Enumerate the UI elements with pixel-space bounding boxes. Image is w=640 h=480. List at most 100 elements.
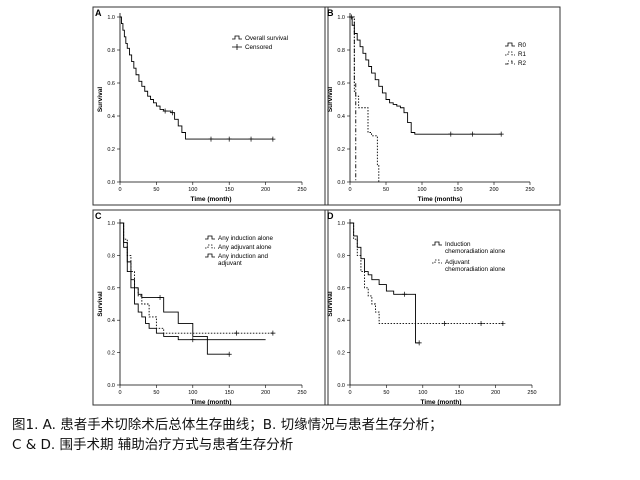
- x-tick-label: 50: [153, 187, 159, 193]
- x-tick-label: 200: [261, 187, 270, 193]
- x-tick-label: 200: [489, 187, 498, 193]
- censored-mark: [348, 14, 354, 20]
- legend-swatch: [205, 244, 215, 249]
- survival-curve-2: [350, 222, 503, 324]
- legend-label: R2: [518, 60, 527, 67]
- censored-mark: [500, 320, 506, 326]
- panel-a: A 0.0 0.2 0.4 0.6 0.8 1.0 0 50 100 150 200 250 Time (…: [92, 6, 329, 206]
- legend-label: R1: [518, 51, 527, 58]
- caption-line-1: 图1. A. 患者手术切除术后总体生存曲线；B. 切缘情况与患者生存分析；: [12, 417, 443, 433]
- y-tick-label: 1.0: [107, 15, 115, 21]
- y-tick-label: 0.2: [107, 147, 115, 153]
- legend-swatch: [205, 253, 215, 258]
- y-tick-label: 1.0: [107, 221, 115, 227]
- y-tick-label: 0.4: [107, 114, 115, 120]
- y-axis-label: Survival: [327, 87, 334, 112]
- legend-label: Any adjuvant alone: [218, 244, 272, 251]
- y-tick-label: 0.8: [337, 48, 345, 54]
- y-tick-label: 0.8: [107, 253, 115, 259]
- x-tick-label: 100: [418, 390, 427, 396]
- caption-line-2: C & D. 围手术期 辅助治疗方式与患者生存分析: [12, 437, 294, 453]
- y-tick-label: 0.0: [337, 180, 345, 186]
- y-tick-label: 0.4: [337, 318, 345, 324]
- legend-label: R0: [518, 42, 527, 49]
- legend-swatch: [505, 42, 515, 47]
- y-tick-label: 0.6: [337, 286, 345, 292]
- censored-mark: [190, 337, 196, 343]
- legend-swatch-censored: [232, 44, 242, 50]
- survival-curve-1: [350, 222, 420, 344]
- survival-curve-3: [350, 16, 357, 182]
- censored-mark: [478, 320, 484, 326]
- y-tick-label: 1.0: [337, 221, 345, 227]
- x-tick-label: 100: [417, 187, 426, 193]
- survival-curve-1: [120, 222, 230, 355]
- x-tick-label: 250: [297, 390, 306, 396]
- y-tick-label: 0.6: [107, 286, 115, 292]
- x-axis-label: Time (month): [190, 399, 231, 406]
- y-tick-label: 0.8: [107, 48, 115, 54]
- legend-swatch: [432, 259, 442, 264]
- x-tick-label: 200: [491, 390, 500, 396]
- y-tick-label: 0.4: [337, 114, 345, 120]
- panel-letter: A: [95, 8, 102, 18]
- survival-curve-2: [350, 16, 380, 182]
- y-tick-label: 0.2: [337, 147, 345, 153]
- censored-mark: [402, 291, 408, 297]
- y-axis-label: Survival: [97, 87, 104, 112]
- censored-mark: [208, 136, 214, 142]
- x-tick-label: 0: [118, 187, 121, 193]
- y-tick-label: 1.0: [337, 15, 345, 21]
- censored-mark: [442, 320, 448, 326]
- y-tick-label: 0.2: [107, 351, 115, 357]
- y-tick-label: 0.2: [337, 351, 345, 357]
- y-tick-label: 0.0: [107, 180, 115, 186]
- y-tick-label: 0.6: [107, 81, 115, 87]
- panel-frame: [92, 6, 329, 206]
- panel-frame: [324, 6, 561, 206]
- x-tick-label: 50: [153, 390, 159, 396]
- censored-mark: [169, 110, 175, 116]
- panel-frame: [324, 209, 561, 406]
- y-axis-label: Survival: [327, 291, 334, 316]
- legend-label: Induction chemoradiation alone: [445, 241, 506, 255]
- x-tick-label: 0: [118, 390, 121, 396]
- x-tick-label: 150: [225, 390, 234, 396]
- censored-mark: [498, 131, 504, 137]
- panel-letter: C: [95, 211, 102, 221]
- legend-label: Any induction and adjuvant: [218, 253, 269, 267]
- figure-caption: 图1. A. 患者手术切除术后总体生存曲线；B. 切缘情况与患者生存分析； C …: [12, 415, 632, 455]
- censored-mark: [226, 136, 232, 142]
- censored-mark: [270, 330, 276, 336]
- x-axis-label: Time (months): [418, 196, 463, 203]
- legend-swatch: [432, 241, 442, 246]
- x-tick-label: 100: [188, 390, 197, 396]
- censored-mark: [162, 108, 168, 114]
- legend-label: Adjuvant chemoradiation alone: [445, 259, 506, 273]
- legend-swatch: [505, 60, 515, 65]
- survival-curve-1: [350, 16, 502, 135]
- censored-mark: [416, 340, 422, 346]
- x-tick-label: 100: [188, 187, 197, 193]
- legend-label: Any induction alone: [218, 235, 273, 242]
- panel-c: C 0.0 0.2 0.4 0.6 0.8 1.0 0 50 100 150 200 250 Time (…: [92, 209, 329, 406]
- x-tick-label: 0: [348, 187, 351, 193]
- x-tick-label: 250: [527, 390, 536, 396]
- x-tick-label: 250: [297, 187, 306, 193]
- km-figure: A 0.0 0.2 0.4 0.6 0.8 1.0 0 50 100 150 200 250 Time (…: [92, 6, 561, 406]
- legend-label: Overall survival: [245, 35, 288, 42]
- censored-mark: [448, 131, 454, 137]
- legend-swatch: [505, 51, 515, 56]
- censored-mark: [469, 131, 475, 137]
- x-tick-label: 0: [348, 390, 351, 396]
- x-tick-label: 50: [383, 187, 389, 193]
- panel-d: D 0.0 0.2 0.4 0.6 0.8 1.0 0 50 100 150 200 250 Time (…: [324, 209, 561, 406]
- y-tick-label: 0.4: [107, 318, 115, 324]
- x-axis-label: Time (month): [190, 196, 231, 203]
- legend-swatch: [205, 235, 215, 240]
- y-tick-label: 0.0: [337, 383, 345, 389]
- x-tick-label: 50: [383, 390, 389, 396]
- legend-label: Censored: [245, 44, 273, 51]
- x-axis-label: Time (month): [420, 399, 461, 406]
- legend-swatch: [232, 35, 242, 40]
